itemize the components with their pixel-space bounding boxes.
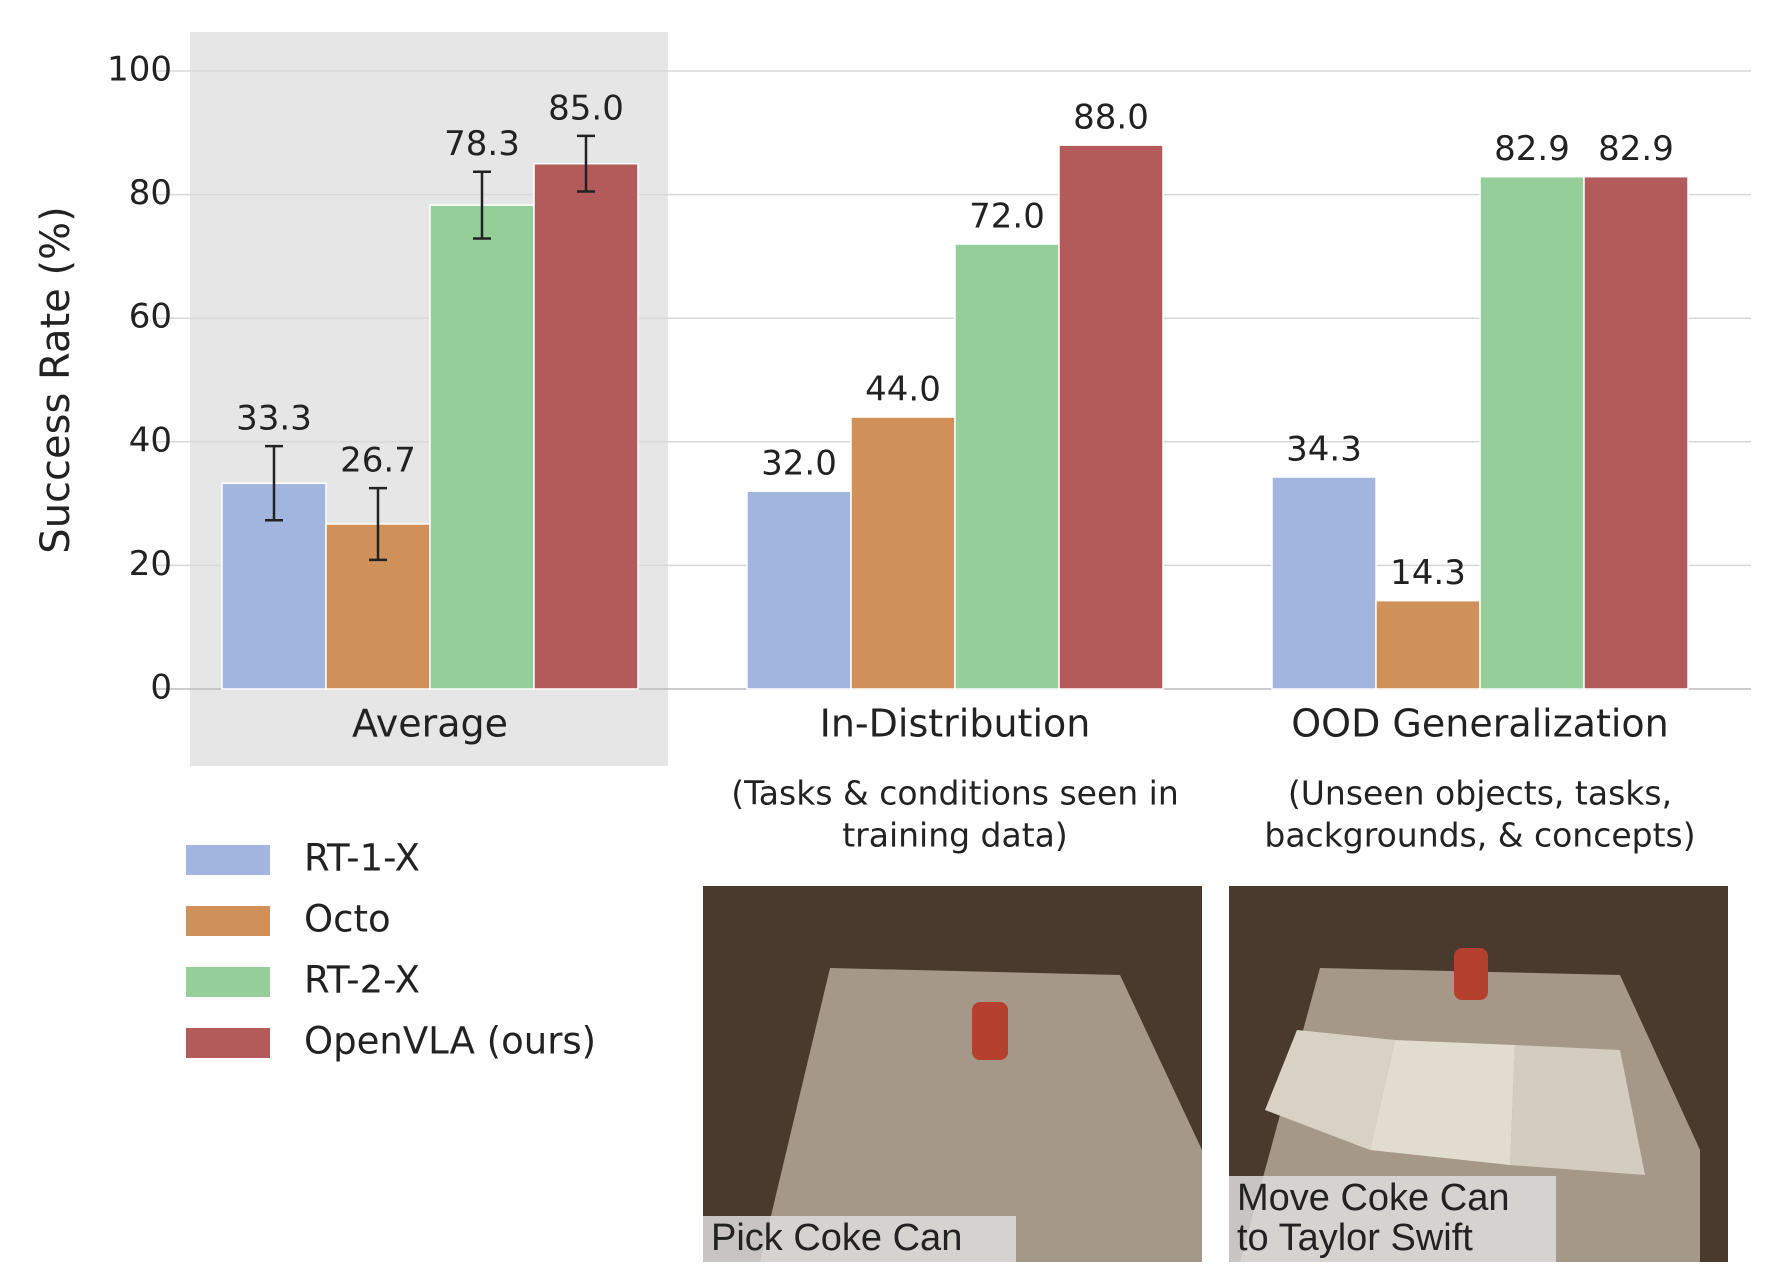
- error-bar: [265, 444, 283, 522]
- value-label: 82.9: [1598, 129, 1674, 169]
- value-label: 44.0: [865, 370, 941, 410]
- y-tick-label: 20: [129, 544, 172, 584]
- error-bar: [369, 486, 387, 562]
- value-label: 78.3: [444, 124, 520, 164]
- bar: [1479, 175, 1585, 690]
- category-note: backgrounds, & concepts): [1264, 816, 1695, 855]
- value-label: 14.3: [1390, 553, 1466, 593]
- category-note: (Tasks & conditions seen in: [731, 774, 1179, 813]
- photo-caption: Pick Coke Can: [711, 1217, 962, 1259]
- error-bar: [473, 170, 491, 240]
- x-tick-label: In-Distribution: [820, 702, 1091, 746]
- legend-label: Octo: [304, 898, 391, 941]
- photo: [703, 886, 1202, 1262]
- category-note: training data): [842, 816, 1068, 855]
- bar: [1583, 175, 1689, 690]
- bar: [746, 490, 852, 690]
- bar: [533, 162, 639, 690]
- bar: [1271, 476, 1377, 690]
- caption-box: [703, 1216, 1016, 1262]
- value-label: 85.0: [548, 88, 624, 128]
- caption-box: [1229, 1176, 1556, 1262]
- bar: [954, 243, 1060, 690]
- y-tick-label: 80: [129, 173, 172, 213]
- photo-caption: Move Coke Can: [1237, 1177, 1509, 1219]
- legend-label: RT-1-X: [304, 837, 420, 880]
- legend-label: OpenVLA (ours): [304, 1020, 596, 1063]
- y-tick-label: 0: [150, 668, 172, 708]
- category-note: (Unseen objects, tasks,: [1288, 774, 1672, 813]
- value-label: 26.7: [340, 441, 416, 481]
- value-label: 33.3: [236, 399, 312, 439]
- x-tick-label: OOD Generalization: [1291, 702, 1669, 746]
- value-label: 34.3: [1286, 430, 1362, 470]
- legend-swatch: [186, 906, 270, 936]
- error-bar: [577, 134, 595, 193]
- value-label: 82.9: [1494, 129, 1570, 169]
- x-tick-label: Average: [352, 702, 508, 746]
- legend-swatch: [186, 845, 270, 875]
- legend-swatch: [186, 1028, 270, 1058]
- legend-swatch: [186, 967, 270, 997]
- y-tick-label: 60: [129, 297, 172, 337]
- photo-caption: to Taylor Swift: [1237, 1217, 1473, 1259]
- legend-label: RT-2-X: [304, 959, 420, 1002]
- y-tick-label: 100: [107, 50, 172, 90]
- value-label: 88.0: [1073, 98, 1149, 138]
- value-label: 32.0: [761, 444, 837, 484]
- y-tick-label: 40: [129, 420, 172, 460]
- value-label: 72.0: [969, 197, 1045, 237]
- y-axis-label: Success Rate (%): [33, 206, 79, 553]
- bar: [429, 204, 535, 690]
- bar: [1058, 144, 1164, 690]
- bar: [1375, 599, 1481, 690]
- bar: [850, 416, 956, 690]
